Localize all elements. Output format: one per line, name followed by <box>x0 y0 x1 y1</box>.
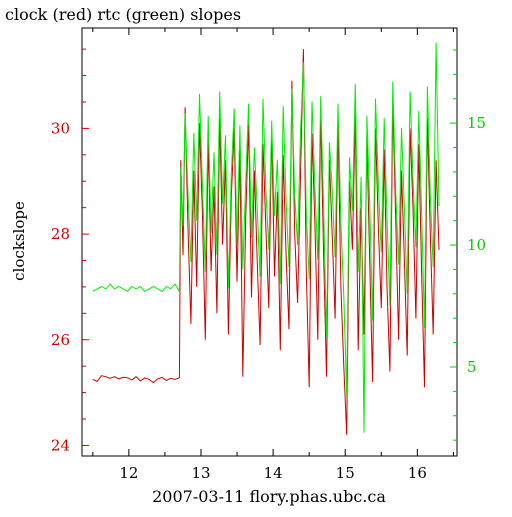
y-right-tick-label: 10 <box>467 236 486 254</box>
series-line-rtc <box>92 42 440 433</box>
series-line-clock <box>92 49 440 435</box>
y-left-tick-label: 24 <box>51 436 70 454</box>
x-axis-label: 2007-03-11 flory.phas.ubc.ca <box>152 487 386 506</box>
chart-title: clock (red) rtc (green) slopes <box>5 5 241 24</box>
x-tick-label: 12 <box>119 464 138 482</box>
y-right-tick-label: 5 <box>467 358 477 376</box>
ticks-layer: 12 13 14 15 16 24 26 28 30 5 10 15 <box>51 28 486 482</box>
y-right-tick-label: 15 <box>467 114 486 132</box>
series-layer <box>92 42 440 435</box>
plot-frame <box>81 27 458 457</box>
x-tick-label: 14 <box>264 464 283 482</box>
y-left-tick-label: 28 <box>51 225 70 243</box>
x-tick-label: 13 <box>191 464 210 482</box>
x-tick-label: 15 <box>336 464 355 482</box>
y-left-tick-label: 30 <box>51 119 70 137</box>
y-axis-left-label: clockslope <box>10 201 28 281</box>
y-left-tick-label: 26 <box>51 331 70 349</box>
x-tick-label: 16 <box>408 464 427 482</box>
